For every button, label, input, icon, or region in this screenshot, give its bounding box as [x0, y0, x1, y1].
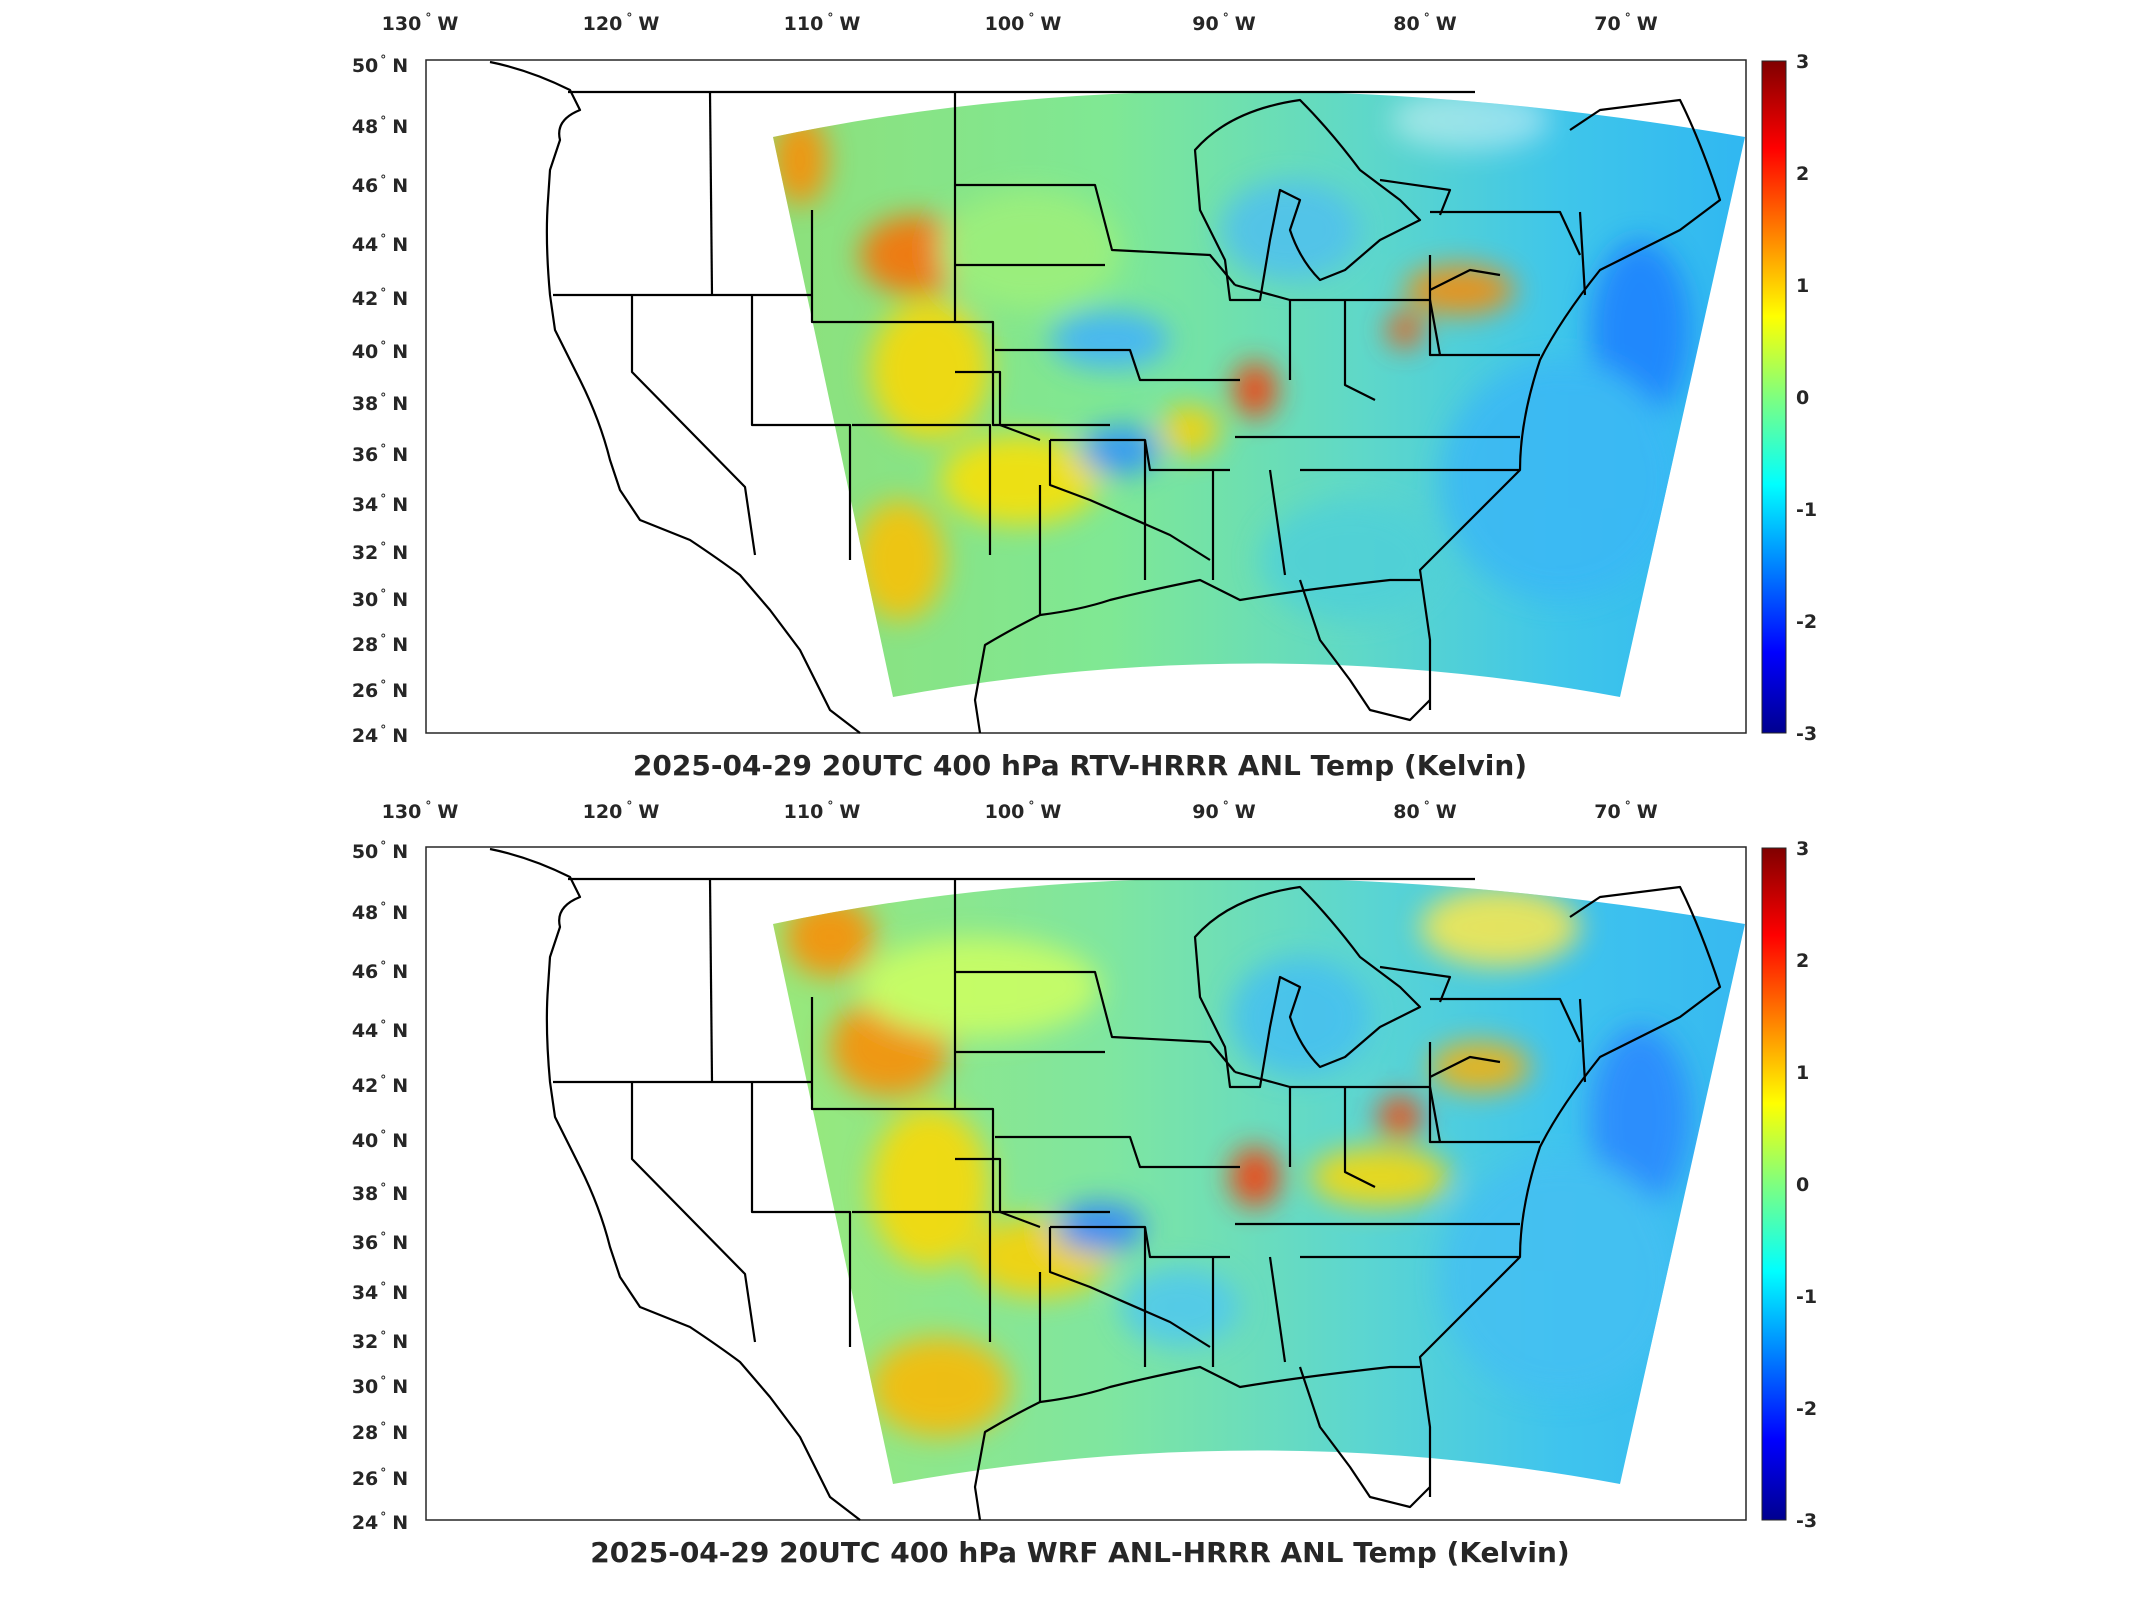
svg-text:30°N: 30 ° N	[352, 1374, 408, 1398]
svg-text:-1: -1	[1796, 1286, 1817, 1308]
svg-text:38°N: 38 ° N	[352, 391, 408, 415]
svg-text:42°N: 42 ° N	[352, 286, 408, 310]
latitude-tick-labels: 50 ° N 48 ° N 46 ° N 44 ° N 42 ° N 40 ° N 38 ° N 36 ° N …	[352, 839, 408, 1534]
lon-tick-110: 110	[784, 13, 824, 35]
svg-text:2: 2	[1796, 950, 1809, 972]
svg-text:32°N: 32 ° N	[352, 1329, 408, 1353]
svg-text:80°W: 80 ° W	[1393, 11, 1456, 35]
svg-text:40°N: 40 ° N	[352, 339, 408, 363]
longitude-tick-labels: 130 ° W 120 ° W 110 ° W 100 ° W 90 ° W 80 ° W 70 ° W	[382, 11, 1658, 35]
svg-text:34°N: 34 ° N	[352, 492, 408, 516]
svg-text:120°W: 120 ° W	[583, 799, 660, 823]
map-panel-rtv: 130 ° W 120 ° W 110 ° W 100 ° W 90 ° W 80 ° W 70 ° W 5…	[0, 0, 2133, 790]
state-borders	[489, 847, 1722, 1521]
svg-text:26°N: 26 ° N	[352, 678, 408, 702]
lon-tick-120: 120	[583, 13, 623, 35]
svg-text:40°N: 40 ° N	[352, 1128, 408, 1152]
svg-text:48°N: 48 ° N	[352, 114, 408, 138]
colorbar	[1761, 60, 1787, 734]
svg-text:48°N: 48 ° N	[352, 900, 408, 924]
longitude-tick-labels: 130 ° W 120 ° W 110 ° W 100 ° W 90 ° W 80 ° W 70 ° W	[382, 799, 1658, 823]
svg-text:50°N: 50 ° N	[352, 839, 408, 863]
svg-text:-1: -1	[1796, 499, 1817, 521]
svg-text:42°N: 42 ° N	[352, 1073, 408, 1097]
svg-text:3: 3	[1796, 51, 1809, 73]
colorbar-tick-labels: 3 2 1 0 -1 -2 -3	[1796, 838, 1817, 1532]
svg-text:44°N: 44 ° N	[352, 232, 408, 256]
colorbar-tick-labels: 3 2 1 0 -1 -2 -3	[1796, 51, 1817, 745]
svg-text:130°W: 130 ° W	[382, 11, 459, 35]
svg-text:1: 1	[1796, 275, 1809, 297]
temperature-difference-field	[773, 91, 1745, 697]
latitude-tick-labels: 50 ° N 48 ° N 46 ° N 44 ° N 42 ° N 40 ° N 38 ° N 36 ° N …	[352, 53, 408, 747]
svg-text:38°N: 38 ° N	[352, 1181, 408, 1205]
lon-tick-130: 130	[382, 13, 422, 35]
svg-text:80°W: 80 ° W	[1393, 799, 1456, 823]
svg-text:26°N: 26 ° N	[352, 1466, 408, 1490]
svg-text:32°N: 32 ° N	[352, 540, 408, 564]
colorbar	[1761, 847, 1787, 1521]
svg-text:2: 2	[1796, 163, 1809, 185]
svg-text:130°W: 130 ° W	[382, 799, 459, 823]
svg-text:100°W: 100 ° W	[985, 799, 1062, 823]
temperature-difference-field	[773, 878, 1745, 1484]
svg-text:90°W: 90 ° W	[1192, 799, 1255, 823]
svg-text:3: 3	[1796, 838, 1809, 860]
lon-tick-70: 70	[1594, 13, 1620, 35]
svg-text:70°W: 70 ° W	[1594, 11, 1657, 35]
state-borders	[489, 60, 1722, 734]
svg-text:36°N: 36 ° N	[352, 442, 408, 466]
svg-text:24°N: 24 ° N	[352, 723, 408, 747]
svg-text:28°N: 28 ° N	[352, 632, 408, 656]
svg-text:24°N: 24 ° N	[352, 1510, 408, 1534]
map-panel-wrf: 130 ° W 120 ° W 110 ° W 100 ° W 90 ° W 80 ° W 70 ° W 5…	[0, 790, 2133, 1580]
svg-text:-2: -2	[1796, 611, 1817, 633]
svg-text:36°N: 36 ° N	[352, 1230, 408, 1254]
svg-text:-3: -3	[1796, 1510, 1817, 1532]
lon-tick-80: 80	[1393, 13, 1419, 35]
svg-text:28°N: 28 ° N	[352, 1420, 408, 1444]
svg-text:100°W: 100 ° W	[985, 11, 1062, 35]
svg-text:46°N: 46 ° N	[352, 173, 408, 197]
svg-text:0: 0	[1796, 387, 1809, 409]
svg-text:44°N: 44 ° N	[352, 1018, 408, 1042]
lon-tick-100: 100	[985, 13, 1025, 35]
map-figure: 130 ° W 120 ° W 110 ° W 100 ° W 90 ° W 80 ° W 70 ° W 5…	[352, 799, 1817, 1569]
svg-text:50°N: 50 ° N	[352, 53, 408, 77]
svg-text:120°W: 120 ° W	[583, 11, 660, 35]
svg-text:46°N: 46 ° N	[352, 959, 408, 983]
map-title: 2025-04-29 20UTC 400 hPa RTV-HRRR ANL Te…	[633, 749, 1527, 782]
map-figure: 130 ° W 120 ° W 110 ° W 100 ° W 90 ° W 80 ° W 70 ° W 5…	[352, 11, 1817, 782]
svg-text:-2: -2	[1796, 1398, 1817, 1420]
svg-text:30°N: 30 ° N	[352, 587, 408, 611]
svg-text:110°W: 110 ° W	[784, 799, 861, 823]
svg-text:-3: -3	[1796, 723, 1817, 745]
svg-text:34°N: 34 ° N	[352, 1280, 408, 1304]
map-title: 2025-04-29 20UTC 400 hPa WRF ANL-HRRR AN…	[590, 1536, 1569, 1569]
svg-text:1: 1	[1796, 1062, 1809, 1084]
svg-text:90°W: 90 ° W	[1192, 11, 1255, 35]
svg-text:70°W: 70 ° W	[1594, 799, 1657, 823]
svg-text:110°W: 110 ° W	[784, 11, 861, 35]
svg-text:0: 0	[1796, 1174, 1809, 1196]
lon-tick-90: 90	[1192, 13, 1218, 35]
